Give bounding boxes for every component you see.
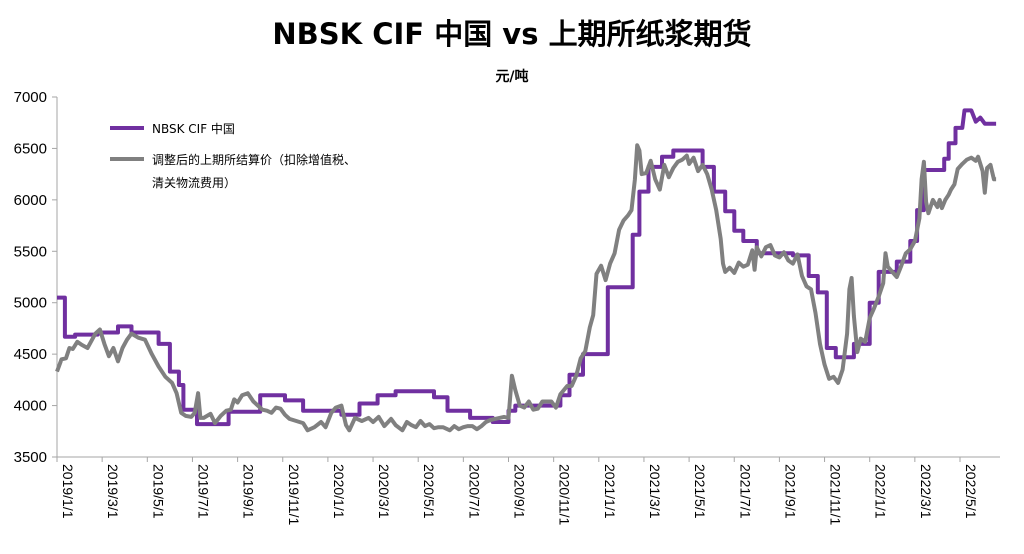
- plot-area: [55, 108, 997, 433]
- x-tick-label: 2019/9/1: [241, 464, 257, 519]
- x-tick-label: 2019/1/1: [60, 464, 76, 519]
- x-tick-label: 2022/1/1: [873, 464, 889, 519]
- y-tick-label: 5000: [14, 295, 47, 312]
- x-tick-label: 2020/9/1: [512, 464, 528, 519]
- y-tick-label: 4500: [14, 346, 47, 363]
- y-tick-label: 6500: [14, 140, 47, 157]
- x-axis: 2019/1/1 2019/3/1 2019/5/1 2019/7/1 2019/9/1…: [56, 457, 979, 525]
- x-tick-label: 2019/3/1: [105, 464, 121, 519]
- y-tick-label: 6000: [14, 192, 47, 209]
- y-tick-label: 7000: [14, 89, 47, 106]
- x-tick-label: 2020/5/1: [421, 464, 437, 519]
- chart-title: NBSK CIF 中国 vs 上期所纸浆期货: [272, 17, 751, 51]
- x-tick-label: 2019/11/1: [286, 464, 302, 525]
- x-tick-label: 2020/11/1: [557, 464, 573, 525]
- legend: NBSK CIF 中国 调整后的上期所结算价（扣除增值税、 清关物流费用）: [110, 121, 356, 190]
- x-tick-label: 2019/5/1: [150, 464, 166, 519]
- legend-label-nbsk: NBSK CIF 中国: [152, 121, 235, 136]
- unit-label: 元/吨: [495, 68, 528, 85]
- x-tick-label: 2021/3/1: [647, 464, 663, 519]
- legend-label-adjusted-line1: 调整后的上期所结算价（扣除增值税、: [152, 152, 356, 167]
- x-tick-label: 2022/3/1: [918, 464, 934, 519]
- y-axis: 3500 4000 4500 5000 5500 6000 6500 7000: [14, 89, 57, 466]
- x-tick-label: 2020/3/1: [376, 464, 392, 519]
- x-tick-label: 2021/9/1: [782, 464, 798, 519]
- y-tick-label: 3500: [14, 449, 47, 466]
- x-tick-label: 2021/5/1: [692, 464, 708, 519]
- legend-label-adjusted-line2: 清关物流费用）: [152, 176, 236, 190]
- x-tick-label: 2021/11/1: [828, 464, 844, 525]
- axes: [56, 97, 1000, 458]
- x-tick-label: 2020/7/1: [466, 464, 482, 519]
- x-tick-label: 2021/1/1: [602, 464, 618, 519]
- y-tick-label: 5500: [14, 243, 47, 260]
- series-line-adjusted: [55, 143, 997, 433]
- x-tick-label: 2021/7/1: [737, 464, 753, 519]
- series-line-nbsk: [57, 108, 997, 427]
- x-tick-label: 2020/1/1: [331, 464, 347, 519]
- y-tick-label: 4000: [14, 398, 47, 415]
- x-tick-label: 2019/7/1: [195, 464, 211, 519]
- x-tick-label: 2022/5/1: [963, 464, 979, 519]
